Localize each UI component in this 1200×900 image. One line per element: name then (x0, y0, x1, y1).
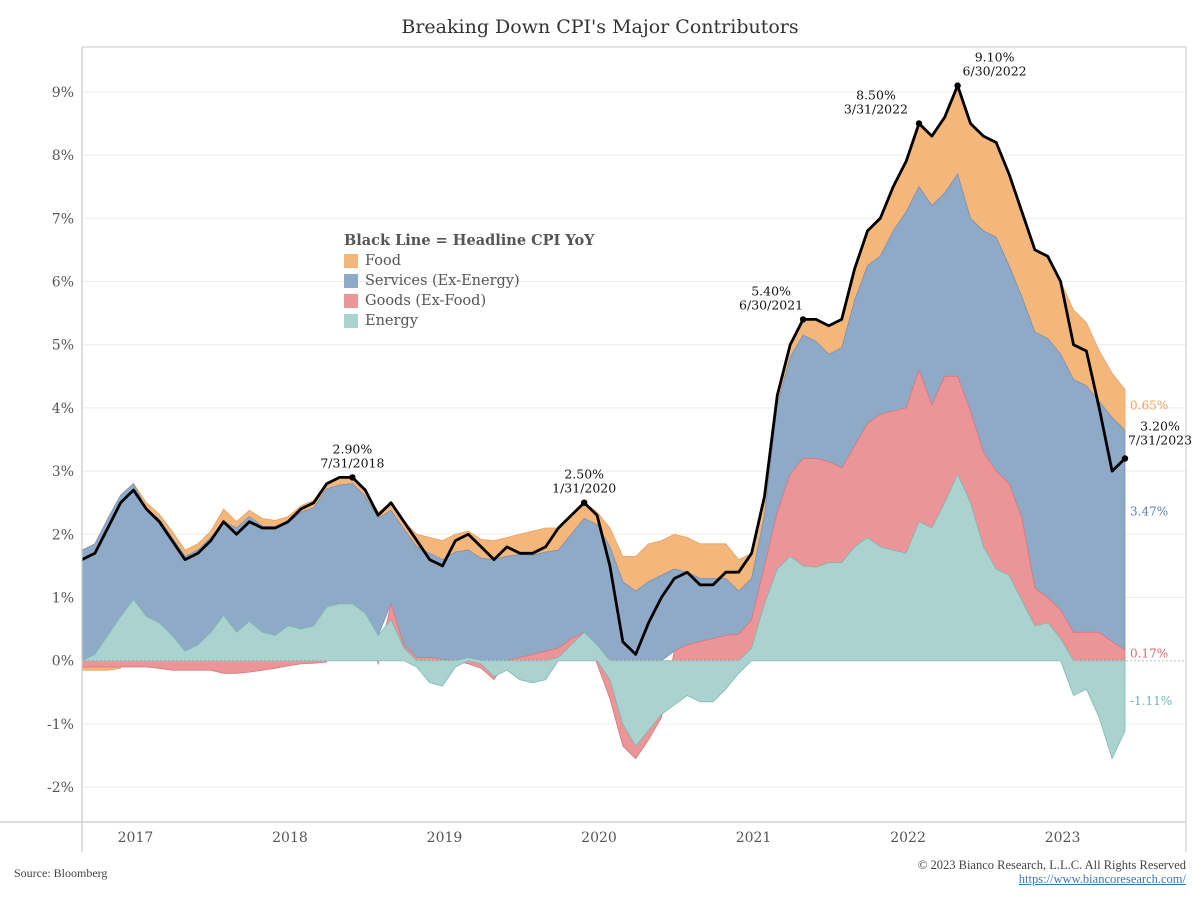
annotation-value: 2.90% (333, 441, 373, 456)
headline-cpi-line (81, 84, 1126, 656)
y-axis-labels: -2% -1% 0% 1% 2% 3% 4% 5% 6% 7% 8% 9% (47, 85, 74, 796)
legend: Black Line = Headline CPI YoY Food Servi… (344, 232, 594, 331)
y-tick-label: 5% (52, 338, 74, 354)
annotation-date: 7/31/2023 (1128, 432, 1192, 447)
annotation-value: 9.10% (975, 50, 1015, 65)
annotation-value: 8.50% (856, 88, 896, 103)
x-axis-labels: 2017 2018 2019 2020 2021 2022 2023 (118, 830, 1081, 846)
x-tick-label: 2019 (427, 830, 463, 846)
copyright-block: © 2023 Bianco Research, L.L.C. All Right… (918, 858, 1186, 886)
x-tick-label: 2022 (890, 830, 926, 846)
annotation-value: 2.50% (564, 467, 604, 482)
website-link[interactable]: https://www.biancoresearch.com/ (1018, 872, 1186, 886)
x-tick-label: 2018 (272, 830, 308, 846)
y-tick-label: 2% (52, 527, 74, 543)
y-tick-label: -1% (47, 717, 74, 733)
annotation-date: 6/30/2022 (963, 64, 1027, 79)
legend-item-goods: Goods (Ex-Food) (344, 291, 594, 311)
y-tick-label: 8% (52, 148, 74, 164)
legend-label: Services (Ex-Energy) (365, 273, 520, 289)
end-label-energy: -1.11% (1130, 694, 1172, 708)
x-tick-label: 2023 (1045, 830, 1081, 846)
legend-label: Food (365, 253, 402, 269)
x-tick-label: 2020 (581, 830, 617, 846)
annotation-date: 6/30/2021 (739, 297, 803, 312)
y-tick-label: 3% (52, 464, 74, 480)
legend-item-services: Services (Ex-Energy) (344, 271, 594, 291)
y-tick-label: 7% (52, 211, 74, 227)
end-labels: 0.65% 3.47% 0.17% -1.11% (1130, 399, 1172, 708)
end-label-services-ex-energy: 3.47% (1130, 504, 1168, 518)
annotation-marker (954, 82, 961, 89)
legend-label: Goods (Ex-Food) (365, 293, 487, 309)
y-tick-label: -2% (47, 780, 74, 796)
annotation-value: 3.20% (1140, 418, 1180, 433)
chart-title: Breaking Down CPI's Major Contributors (401, 16, 799, 38)
legend-swatch-goods (344, 294, 358, 308)
end-label-goods-ex-food: 0.17% (1130, 647, 1168, 661)
copyright-text: © 2023 Bianco Research, L.L.C. All Right… (917, 858, 1186, 872)
y-tick-label: 0% (52, 654, 74, 670)
stacked-areas (81, 84, 1126, 760)
x-tick-label: 2021 (736, 830, 772, 846)
headline-line (81, 84, 1126, 656)
annotation-date: 3/31/2022 (844, 102, 908, 117)
annotation-marker (349, 474, 356, 481)
annotation-value: 5.40% (751, 283, 791, 298)
source-note: Source: Bloomberg (14, 866, 108, 880)
y-tick-label: 1% (52, 591, 74, 607)
annotation-marker (915, 120, 923, 127)
legend-swatch-services (344, 274, 358, 288)
legend-item-food: Food (344, 251, 594, 271)
axes (0, 46, 1187, 852)
legend-swatch-energy (344, 314, 358, 328)
annotation-marker (1121, 455, 1129, 462)
annotation-date: 7/31/2018 (320, 455, 384, 470)
end-label-food: 0.65% (1130, 399, 1168, 413)
legend-title: Black Line = Headline CPI YoY (344, 232, 595, 249)
legend-swatch-food (344, 254, 358, 268)
legend-item-energy: Energy (344, 311, 594, 331)
annotations: 2.90%7/31/20182.50%1/31/20205.40%6/30/20… (320, 50, 1192, 506)
legend-label: Energy (365, 313, 418, 329)
annotation-marker (580, 499, 588, 506)
y-tick-label: 9% (52, 85, 74, 101)
annotation-date: 1/31/2020 (552, 481, 616, 496)
y-tick-label: 4% (52, 401, 74, 417)
y-tick-label: 6% (52, 275, 74, 291)
x-tick-label: 2017 (118, 830, 154, 846)
annotation-marker (799, 316, 807, 323)
